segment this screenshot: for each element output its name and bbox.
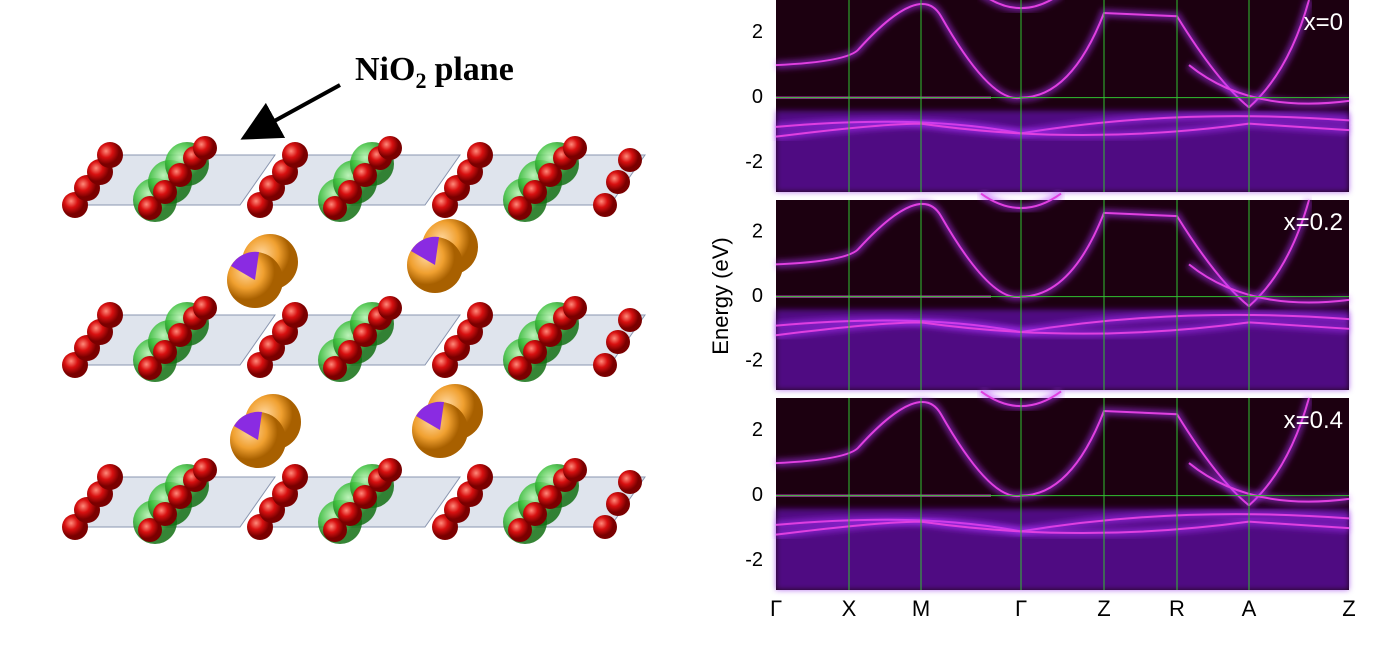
oxygen: [138, 356, 162, 380]
vacancy-wedge: [416, 401, 444, 430]
oxygen: [338, 502, 362, 526]
k-label: Γ: [770, 596, 782, 621]
y-tick-label: 0: [752, 86, 763, 108]
oxygen: [618, 308, 642, 332]
panel-label: x=0: [1304, 9, 1343, 36]
oxygen: [563, 458, 587, 482]
oxygen: [508, 196, 532, 220]
oxygen: [138, 518, 162, 542]
oxygen: [338, 180, 362, 204]
band: [1188, 263, 1350, 304]
band: [775, 122, 1350, 138]
k-label: A: [1242, 596, 1257, 621]
k-label: Z: [1342, 596, 1355, 621]
oxygen: [508, 518, 532, 542]
oxygen: [593, 353, 617, 377]
oxygen: [193, 458, 217, 482]
oxygen: [378, 136, 402, 160]
y-tick-label: 2: [752, 21, 763, 43]
band: [775, 520, 1350, 536]
oxygen: [97, 302, 123, 328]
oxygen: [353, 485, 377, 509]
oxygen: [153, 502, 177, 526]
oxygen: [168, 485, 192, 509]
band-panels: 2 0 -2 x=0 2 0 -2 x=0.2 2 0 -2 x=0.4 Γ X M Γ Z R A Z: [745, 0, 1356, 621]
oxygen: [168, 323, 192, 347]
y-tick-label: -2: [745, 549, 763, 571]
oxygen: [593, 515, 617, 539]
band: [775, 321, 1350, 337]
oxygen: [168, 163, 192, 187]
oxygen: [378, 296, 402, 320]
y-tick-label: -2: [745, 151, 763, 173]
k-label: Γ: [1015, 596, 1027, 621]
oxygen: [282, 142, 308, 168]
panel-label: x=0.4: [1284, 407, 1343, 434]
oxygen: [523, 180, 547, 204]
oxygen: [323, 518, 347, 542]
oxygen: [467, 464, 493, 490]
oxygen: [618, 148, 642, 172]
oxygen: [618, 470, 642, 494]
oxygen: [538, 485, 562, 509]
oxygen: [563, 136, 587, 160]
oxygen: [563, 296, 587, 320]
y-tick-label: -2: [745, 349, 763, 371]
oxygen: [353, 323, 377, 347]
oxygen: [606, 492, 630, 516]
oxygen: [523, 502, 547, 526]
panel-label: x=0.2: [1284, 209, 1343, 236]
oxygen: [282, 302, 308, 328]
oxygen: [606, 330, 630, 354]
crystal-structure: [62, 136, 646, 544]
y-tick-label: 2: [752, 220, 763, 242]
y-tick-label: 2: [752, 419, 763, 441]
oxygen: [338, 340, 362, 364]
oxygen: [193, 296, 217, 320]
y-tick-label: 0: [752, 285, 763, 307]
band: [1188, 64, 1350, 105]
oxygen: [282, 464, 308, 490]
oxygen: [138, 196, 162, 220]
vacancy-wedge: [411, 236, 439, 265]
band: [1188, 462, 1350, 503]
oxygen: [606, 170, 630, 194]
oxygen: [153, 180, 177, 204]
oxygen: [467, 302, 493, 328]
oxygen: [97, 142, 123, 168]
oxygen: [467, 142, 493, 168]
structure-label: NiO2 plane: [355, 51, 514, 93]
band: [775, 401, 1250, 507]
oxygen: [97, 464, 123, 490]
oxygen: [523, 340, 547, 364]
vacancy-wedge: [234, 411, 262, 440]
k-label: X: [842, 596, 857, 621]
oxygen: [323, 196, 347, 220]
oxygen: [153, 340, 177, 364]
y-tick-label: 0: [752, 484, 763, 506]
oxygen: [323, 356, 347, 380]
oxygen: [193, 136, 217, 160]
oxygen: [508, 356, 532, 380]
oxygen: [538, 163, 562, 187]
k-label: M: [912, 596, 930, 621]
band: [775, 3, 1250, 109]
y-axis-label: Energy (eV): [708, 237, 733, 354]
k-label: Z: [1097, 596, 1110, 621]
band: [775, 202, 1250, 308]
oxygen: [353, 163, 377, 187]
oxygen: [378, 458, 402, 482]
oxygen: [593, 193, 617, 217]
vacancy-wedge: [231, 251, 259, 280]
oxygen: [538, 323, 562, 347]
k-label: R: [1169, 596, 1185, 621]
arrow: [240, 83, 341, 140]
